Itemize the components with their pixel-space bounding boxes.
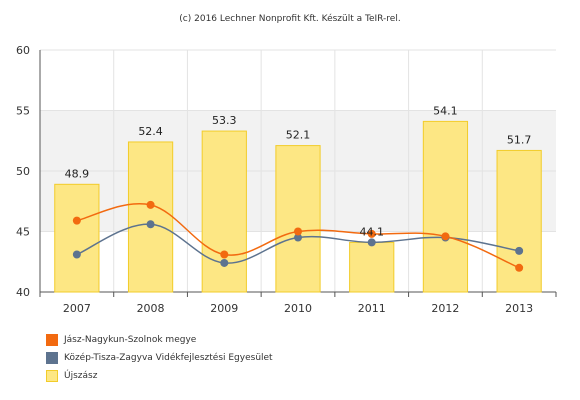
bar <box>127 141 174 293</box>
legend-label-blue: Közép-Tisza-Zagyva Vidékfejlesztési Egye… <box>64 352 273 363</box>
y-tick-label: 55 <box>16 105 30 118</box>
bar <box>201 130 247 293</box>
chart-credit: (c) 2016 Lechner Nonprofit Kft. Készült … <box>179 14 401 24</box>
legend-swatch-orange <box>46 333 58 346</box>
legend-swatch-blue <box>46 351 58 364</box>
legend-item-blue[interactable]: Közép-Tisza-Zagyva Vidékfejlesztési Egye… <box>46 350 273 365</box>
bar <box>54 183 100 293</box>
legend-item-orange[interactable]: Jász-Nagykun-Szolnok megye <box>46 332 273 347</box>
series-point <box>220 258 229 267</box>
x-tick-label: 2007 <box>63 302 91 315</box>
bar-data-label: 53.3 <box>212 114 237 127</box>
y-tick-label: 50 <box>16 165 30 178</box>
series-point <box>72 250 81 259</box>
bar-data-label: 52.4 <box>138 125 163 138</box>
legend-item-yellow[interactable]: Újszász <box>46 368 273 383</box>
bar-data-label: 44.1 <box>359 225 384 238</box>
series-point <box>367 229 376 238</box>
x-tick-label: 2011 <box>358 302 386 315</box>
bar <box>349 241 395 293</box>
bar-data-label: 54.1 <box>433 104 458 117</box>
legend-label-yellow: Újszász <box>64 370 98 381</box>
legend-swatch-yellow <box>46 369 58 382</box>
series-point <box>515 246 524 255</box>
bar-data-label: 52.1 <box>286 129 311 142</box>
bar <box>422 120 469 293</box>
bar-data-label: 48.9 <box>65 167 90 180</box>
x-tick-label: 2010 <box>284 302 312 315</box>
series-point <box>146 200 155 209</box>
y-tick-label: 45 <box>16 226 30 239</box>
series-point <box>294 227 302 236</box>
x-tick-label: 2013 <box>505 302 533 315</box>
series-point <box>72 216 81 225</box>
series-point <box>294 233 302 242</box>
chart-legend: Jász-Nagykun-Szolnok megye Közép-Tisza-Z… <box>46 332 273 386</box>
series-point <box>515 263 524 272</box>
series-point <box>367 238 376 247</box>
x-tick-label: 2008 <box>137 302 165 315</box>
y-tick-label: 60 <box>16 44 30 57</box>
bar-data-label: 51.7 <box>507 133 532 146</box>
y-tick-label: 40 <box>16 286 30 299</box>
legend-label-orange: Jász-Nagykun-Szolnok megye <box>64 334 197 345</box>
series-point <box>220 250 229 259</box>
series-point <box>146 220 155 229</box>
bar <box>275 145 321 293</box>
series-point <box>441 232 450 241</box>
x-tick-label: 2009 <box>210 302 238 315</box>
x-tick-label: 2012 <box>431 302 459 315</box>
